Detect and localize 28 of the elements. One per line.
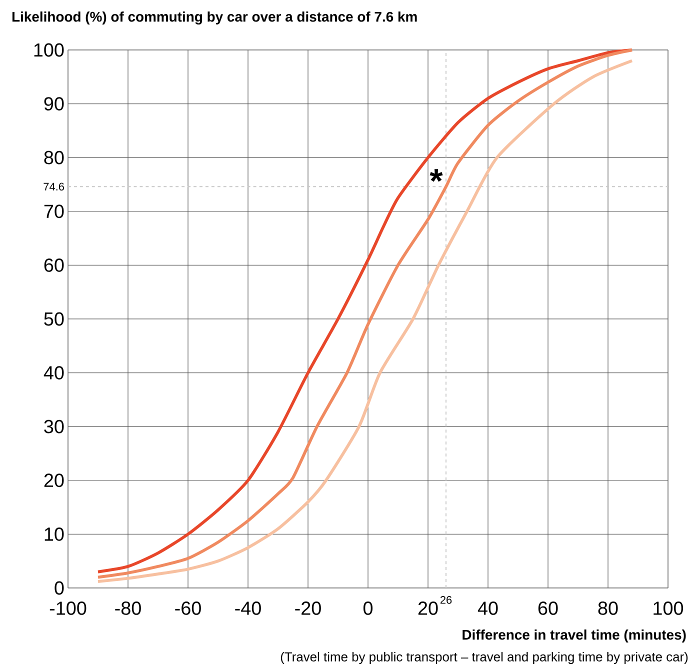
x-tick-label: -100 [50,602,86,615]
y-tick-label: 50 [44,312,64,326]
y-tick-label: 0 [54,581,64,595]
annotation: * [430,169,443,182]
x-tick-label: 20 [418,602,438,615]
y-tick-label: 10 [44,527,64,541]
y-tick-label: 20 [44,474,64,488]
y-tick-label: 30 [44,420,64,434]
ref-line-label: 74.6 [44,182,64,191]
ref-line-label: 26 [440,596,452,604]
x-tick-label: -80 [115,602,141,615]
text: (Travel time by public transport – travel and parking time by private car) [280,652,688,664]
x-tick-label: 100 [654,602,684,615]
y-tick-label: 90 [44,97,64,110]
x-tick-label: 60 [538,602,558,615]
y-tick-label: 40 [44,366,64,380]
x-tick-label: -40 [235,602,261,615]
x-tick-label: -20 [295,602,321,615]
y-tick-label: 80 [44,150,64,164]
x-tick-label: 80 [598,602,618,615]
y-tick-label: 100 [34,43,64,57]
x-axis-title: Difference in travel time (minutes) [462,629,686,642]
chart-title: Likelihood (%) of commuting by car over a distance of 7.6 km [12,11,417,25]
x-tick-label: -60 [175,602,201,615]
y-tick-label: 60 [44,258,64,272]
x-tick-label: 0 [363,602,373,615]
y-tick-label: 70 [44,204,64,218]
x-tick-label: 40 [478,602,498,615]
